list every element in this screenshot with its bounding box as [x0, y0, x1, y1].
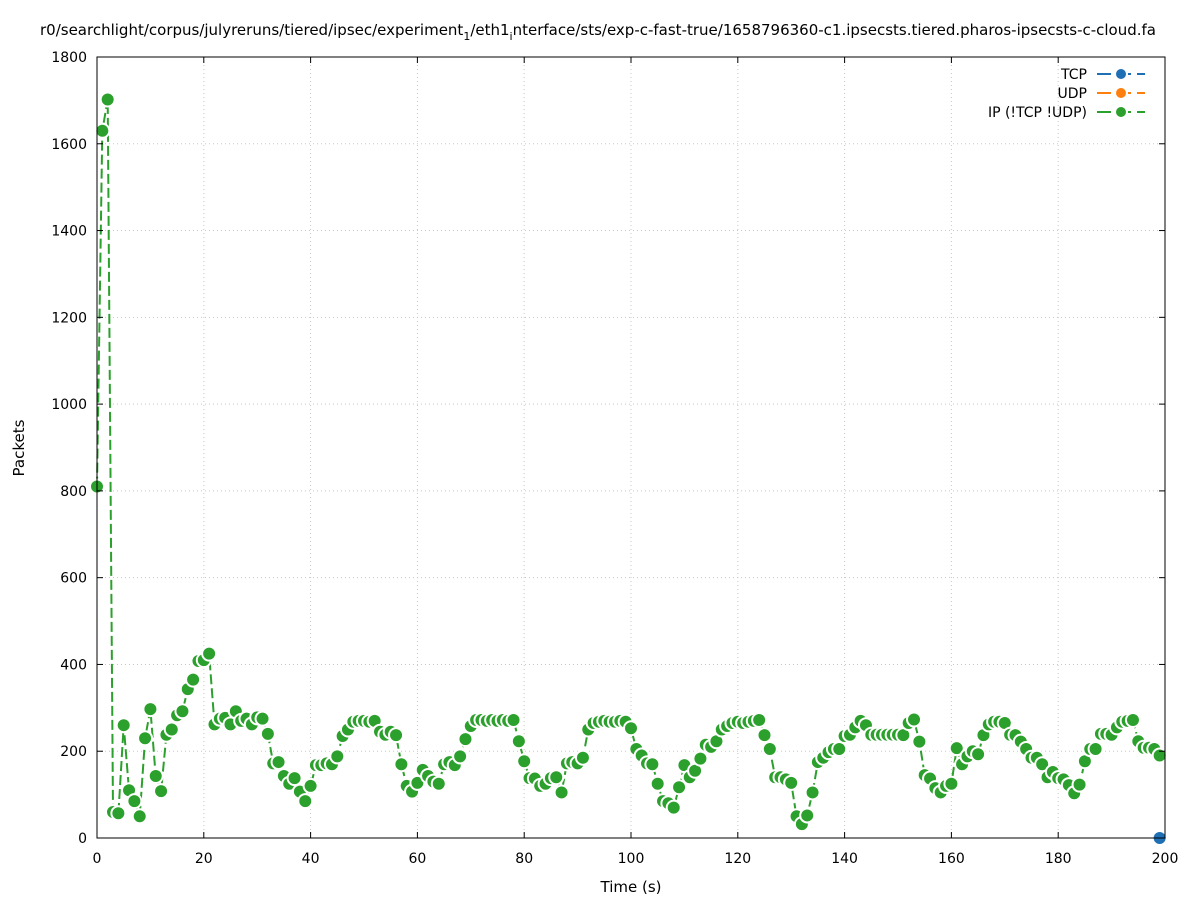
data-point: [110, 805, 127, 822]
data-point: [153, 783, 170, 800]
data-point: [799, 807, 816, 824]
y-tick-label: 1800: [51, 50, 87, 66]
data-point: [259, 725, 276, 742]
x-tick-label: 0: [93, 851, 102, 867]
legend-label: IP (!TCP !UDP): [988, 105, 1087, 121]
data-point: [644, 756, 661, 773]
data-point: [99, 91, 116, 108]
data-point: [137, 730, 154, 747]
data-point: [147, 767, 164, 784]
y-tick-label: 1600: [51, 137, 87, 153]
x-tick-label: 40: [302, 851, 320, 867]
data-point: [665, 799, 682, 816]
data-point: [174, 703, 191, 720]
y-tick-label: 0: [78, 831, 87, 847]
y-tick-label: 800: [60, 484, 87, 500]
data-point: [163, 721, 180, 738]
data-point: [831, 741, 848, 758]
data-point: [302, 777, 319, 794]
data-point: [185, 671, 202, 688]
legend-marker-swatch: [1114, 86, 1128, 100]
x-tick-label: 120: [724, 851, 751, 867]
y-tick-label: 1200: [51, 310, 87, 326]
y-axis-title: Packets: [10, 419, 28, 476]
data-point: [254, 710, 271, 727]
data-point: [388, 727, 405, 744]
data-point: [430, 775, 447, 792]
data-point: [457, 731, 474, 748]
series-layer: [89, 91, 1168, 846]
x-tick-label: 20: [195, 851, 213, 867]
data-point: [94, 122, 111, 139]
data-point: [115, 717, 132, 734]
axis-ticks: 0 20 40 60 80 100 120 140 160 180 200 0 200 400 600 800…: [51, 50, 1178, 867]
data-point: [761, 741, 778, 758]
data-point: [692, 750, 709, 767]
x-tick-label: 180: [1045, 851, 1072, 867]
data-point: [671, 779, 688, 796]
data-point: [911, 733, 928, 750]
data-point: [574, 749, 591, 766]
data-point: [804, 784, 821, 801]
y-tick-label: 600: [60, 571, 87, 587]
y-tick-label: 1000: [51, 397, 87, 413]
x-tick-label: 160: [938, 851, 965, 867]
data-point: [142, 701, 159, 718]
data-point: [906, 711, 923, 728]
data-point: [452, 748, 469, 765]
x-tick-label: 100: [618, 851, 645, 867]
data-point: [510, 733, 527, 750]
data-point: [649, 775, 666, 792]
data-point: [286, 770, 303, 787]
data-point: [751, 711, 768, 728]
data-point: [329, 748, 346, 765]
data-point: [1151, 747, 1168, 764]
data-point: [548, 769, 565, 786]
data-point: [943, 775, 960, 792]
data-point: [756, 727, 773, 744]
legend-label: TCP: [1060, 67, 1087, 83]
data-point: [297, 793, 314, 810]
data-point: [948, 740, 965, 757]
data-point: [270, 754, 287, 771]
y-tick-label: 400: [60, 657, 87, 673]
data-point: [1071, 776, 1088, 793]
data-point: [553, 784, 570, 801]
legend-marker-swatch: [1114, 105, 1128, 119]
data-point: [131, 808, 148, 825]
series-ip-tcp-udp: [89, 91, 1168, 833]
y-tick-label: 200: [60, 744, 87, 760]
data-point: [516, 753, 533, 770]
data-point: [1124, 711, 1141, 728]
x-axis-title: Time (s): [600, 878, 662, 896]
legend-marker-swatch: [1114, 67, 1128, 81]
data-point: [623, 720, 639, 737]
data-point: [505, 711, 522, 728]
y-tick-label: 1400: [51, 224, 87, 240]
chart-title: r0/searchlight/corpus/julyreruns/tiered/…: [40, 21, 1156, 43]
x-tick-label: 200: [1152, 851, 1179, 867]
data-point: [783, 774, 800, 791]
legend-label: UDP: [1058, 86, 1087, 102]
data-point: [201, 645, 218, 662]
x-tick-label: 140: [831, 851, 858, 867]
data-point: [1087, 741, 1104, 758]
data-point: [393, 756, 410, 773]
data-point: [126, 793, 143, 810]
legend: TCP UDP IP (!TCP !UDP): [988, 67, 1145, 121]
data-point: [970, 746, 987, 763]
x-tick-label: 80: [515, 851, 533, 867]
data-point: [1034, 756, 1051, 773]
x-tick-label: 60: [408, 851, 426, 867]
